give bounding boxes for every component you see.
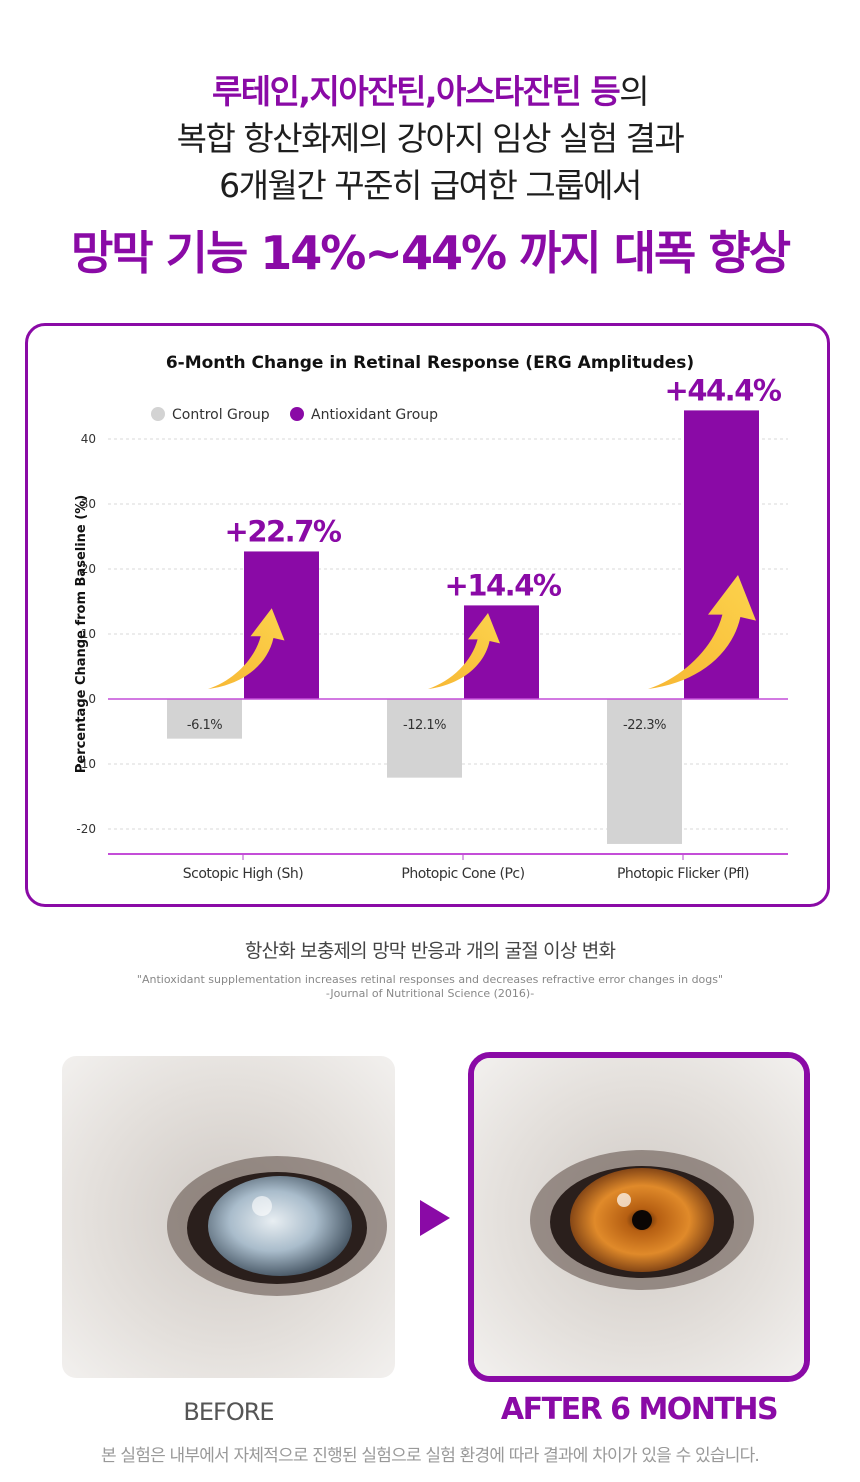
legend-swatch-antioxidant (290, 407, 304, 421)
data-label-antioxidant: +22.7% (225, 514, 342, 548)
bar-antioxidant (684, 410, 759, 699)
y-tick-label: 40 (81, 432, 96, 446)
headline-line-1: 루테인,지아잔틴,아스타잔틴 등의 (0, 68, 860, 115)
legend-label-control: Control Group (172, 407, 270, 423)
growth-arrow-icon (648, 575, 756, 689)
before-eye-photo (62, 1056, 395, 1378)
caption-korean: 항산화 보충제의 망막 반응과 개의 굴절 이상 변화 (244, 940, 616, 962)
bar-control (387, 699, 462, 778)
chart-title: 6-Month Change in Retinal Response (ERG … (166, 353, 694, 373)
x-tick-label: Scotopic High (Sh) (183, 866, 303, 882)
y-tick-label: -10 (76, 757, 96, 771)
headline-main-claim: 망막 기능 14%~44% 까지 대폭 향상 (70, 226, 791, 280)
headline: 루테인,지아잔틴,아스타잔틴 등의 복합 항산화제의 강아지 임상 실험 결과 … (0, 68, 860, 283)
headline-line-1-rest: 의 (619, 72, 649, 111)
legend-label-antioxidant: Antioxidant Group (311, 407, 438, 423)
erg-bar-chart: 6-Month Change in Retinal Response (ERG … (74, 353, 788, 882)
after-eye-photo-frame (468, 1052, 810, 1382)
legend-swatch-control (151, 407, 165, 421)
caption-source: "Antioxidant supplementation increases r… (0, 973, 860, 1001)
disclaimer: 본 실험은 내부에서 자체적으로 진행된 실험으로 실험 환경에 따라 결과에 … (100, 1446, 760, 1466)
chart-caption: 항산화 보충제의 망막 반응과 개의 굴절 이상 변화 "Antioxidant… (0, 936, 860, 1001)
bar-control (607, 699, 682, 844)
data-label-control: -22.3% (623, 718, 666, 733)
data-label-antioxidant: +14.4% (445, 568, 562, 602)
data-label-antioxidant: +44.4% (665, 373, 782, 407)
play-triangle-icon (420, 1200, 450, 1236)
headline-line-3: 6개월간 꾸준히 급여한 그룹에서 (219, 166, 642, 205)
data-label-control: -12.1% (403, 718, 446, 733)
bar-antioxidant (244, 551, 319, 699)
y-tick-label: 20 (81, 562, 96, 576)
x-tick-label: Photopic Flicker (Pfl) (617, 866, 749, 882)
y-tick-label: 10 (81, 627, 96, 641)
data-label-control: -6.1% (187, 718, 222, 733)
x-tick-label: Photopic Cone (Pc) (401, 866, 524, 882)
chart-card: 6-Month Change in Retinal Response (ERG … (25, 323, 830, 907)
y-tick-label: 0 (88, 692, 96, 706)
before-label: BEFORE (183, 1398, 274, 1426)
y-tick-label: -20 (76, 822, 96, 836)
after-label: AFTER 6 MONTHS (500, 1392, 779, 1427)
caption-journal: -Journal of Nutritional Science (2016)- (325, 987, 535, 1000)
y-axis-label: Percentage Change from Baseline (%) (74, 495, 89, 773)
headline-highlight: 루테인,지아잔틴,아스타잔틴 등 (211, 72, 621, 111)
growth-arrow-icon (428, 613, 500, 689)
headline-line-2: 복합 항산화제의 강아지 임상 실험 결과 (176, 119, 685, 158)
y-tick-label: 30 (81, 497, 96, 511)
growth-arrow-icon (208, 608, 285, 689)
caption-quote: "Antioxidant supplementation increases r… (136, 973, 724, 986)
bar-control (167, 699, 242, 739)
after-eye-photo (474, 1058, 804, 1376)
